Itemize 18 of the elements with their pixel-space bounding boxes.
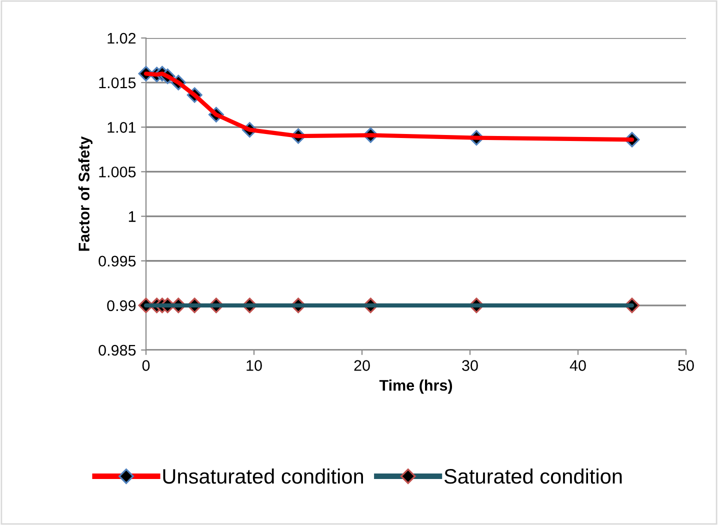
y-tick-label: 1.005 — [99, 166, 136, 178]
legend-label: Unsaturated condition — [163, 468, 363, 484]
y-tick-label: 1 — [128, 211, 136, 222]
x-tick-label: 30 — [462, 360, 478, 371]
y-tick-label: 0.995 — [98, 256, 136, 267]
x-tick-label: 20 — [354, 360, 370, 371]
y-tick-label: 0.99 — [107, 300, 136, 312]
y-tick-label: 1.01 — [108, 122, 136, 133]
y-tick-label: 1.02 — [108, 32, 136, 44]
x-tick-label: 40 — [570, 360, 586, 371]
y-axis-title: Factor of Safety — [78, 136, 92, 251]
x-axis-title: Time (hrs) — [379, 380, 452, 394]
y-tick-label: 1.015 — [99, 77, 136, 88]
legend-label: Saturated condition — [444, 468, 622, 484]
x-tick-label: 0 — [142, 360, 150, 371]
x-tick-label: 50 — [678, 360, 694, 371]
x-tick-label: 10 — [246, 360, 262, 371]
y-tick-label: 0.985 — [98, 344, 136, 356]
